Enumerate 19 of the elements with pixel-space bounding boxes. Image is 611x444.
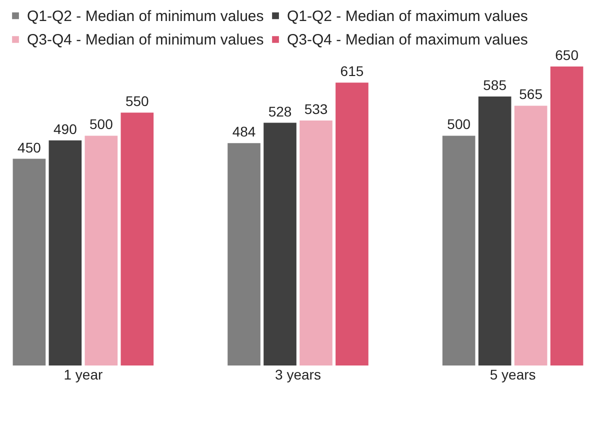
data-label: 528 bbox=[268, 103, 292, 120]
data-label: 650 bbox=[555, 47, 579, 63]
legend-label: Q3-Q4 - Median of minimum values bbox=[27, 32, 264, 48]
data-label: 550 bbox=[125, 93, 150, 110]
legend-label: Q1-Q2 - Median of minimum values bbox=[27, 8, 264, 25]
data-label: 533 bbox=[304, 101, 328, 117]
data-label: 585 bbox=[483, 77, 507, 93]
data-label: 490 bbox=[54, 120, 78, 137]
data-label: 484 bbox=[232, 124, 256, 140]
data-label: 500 bbox=[90, 116, 114, 132]
x-tick-label: 1 year bbox=[64, 366, 103, 382]
legend-label: Q3-Q4 - Median of maximum values bbox=[287, 32, 528, 48]
data-label: 565 bbox=[519, 86, 543, 102]
data-label: 500 bbox=[447, 116, 471, 132]
x-tick-label: 3 years bbox=[275, 366, 321, 382]
data-label: 450 bbox=[18, 139, 42, 156]
x-tick-label: 5 years bbox=[490, 366, 536, 382]
data-label: 615 bbox=[340, 63, 364, 80]
legend-label: Q1-Q2 - Median of maximum values bbox=[287, 8, 528, 25]
